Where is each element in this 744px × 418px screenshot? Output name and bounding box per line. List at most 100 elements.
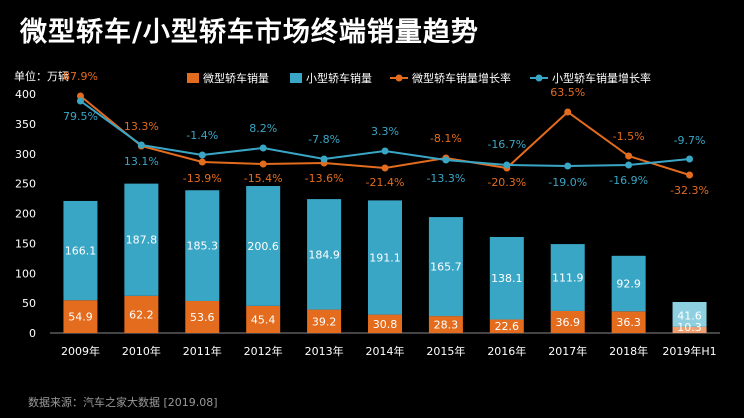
small-growth-point	[381, 147, 389, 155]
micro-growth-point	[381, 164, 389, 172]
legend-small-growth-text: 小型轿车销量增长率	[552, 71, 651, 85]
y-tick-label: 50	[22, 297, 36, 310]
bar-label-small: 138.1	[491, 272, 523, 285]
bar-label-micro: 39.2	[312, 315, 337, 328]
bar-label-micro: 45.4	[251, 313, 276, 326]
small-growth-point	[442, 156, 450, 164]
y-tick-label: 0	[29, 327, 36, 340]
data-source: 数据来源：汽车之家大数据 [2019.08]	[28, 396, 218, 409]
x-tick-label: 2011年	[183, 344, 222, 358]
x-tick-label: 2012年	[244, 344, 283, 358]
chart-title: 微型轿车/小型轿车市场终端销量趋势	[20, 17, 479, 48]
y-tick-label: 400	[15, 88, 36, 101]
bar-small-sedan	[246, 186, 281, 306]
legend-small-sales-text: 小型轿车销量	[306, 71, 372, 85]
bar-label-micro: 36.9	[555, 316, 580, 329]
bar-small-sedan	[489, 236, 524, 320]
y-tick-label: 200	[15, 208, 36, 221]
legend-small-sales-swatch	[290, 73, 302, 83]
small-growth-label: -9.7%	[674, 134, 706, 147]
small-growth-point	[625, 161, 633, 169]
small-growth-point	[503, 161, 511, 169]
bar-small-sedan	[63, 200, 98, 301]
micro-growth-label: -15.4%	[244, 172, 283, 185]
bar-label-small: 166.1	[65, 245, 97, 258]
bar-label-micro: 36.3	[616, 316, 641, 329]
bar-label-micro: 22.6	[495, 320, 520, 333]
bar-label-small: 165.7	[430, 261, 462, 274]
bar-small-sedan	[672, 301, 707, 327]
x-tick-label: 2014年	[366, 344, 405, 358]
y-tick-label: 150	[15, 237, 36, 250]
bar-label-micro: 30.8	[373, 318, 398, 331]
y-axis-unit: 单位：万辆	[14, 69, 69, 83]
small-growth-point	[564, 162, 572, 170]
bar-label-micro: 54.9	[68, 311, 93, 324]
legend-micro-sales-text: 微型轿车销量	[203, 71, 269, 85]
small-growth-label: -16.9%	[609, 174, 648, 187]
legend-small-growth-swatch-dot	[535, 74, 543, 82]
bar-label-small: 41.6	[677, 309, 702, 322]
small-growth-point	[686, 155, 694, 163]
small-growth-point	[198, 151, 206, 159]
small-growth-label: -1.4%	[186, 129, 218, 142]
micro-growth-label: -21.4%	[366, 176, 405, 189]
small-growth-label: 13.1%	[124, 155, 159, 168]
micro-growth-label: 13.3%	[124, 120, 159, 133]
bar-small-sedan	[124, 183, 159, 296]
bar-micro-sedan	[611, 311, 646, 333]
bar-micro-sedan	[368, 314, 402, 333]
bar-label-small: 191.1	[369, 252, 401, 265]
micro-growth-label: 63.5%	[550, 86, 585, 99]
bar-small-sedan	[185, 190, 220, 301]
bar-micro-sedan	[428, 316, 463, 333]
micro-growth-point	[625, 152, 633, 160]
bar-small-sedan	[550, 244, 585, 311]
small-growth-label: 8.2%	[249, 122, 277, 135]
micro-growth-label: -32.3%	[670, 184, 709, 197]
y-tick-label: 250	[15, 178, 36, 191]
bar-label-small: 111.9	[552, 272, 584, 285]
micro-growth-label: -13.9%	[183, 172, 222, 185]
bar-small-sedan	[368, 200, 402, 315]
bar-label-small: 184.9	[308, 248, 340, 261]
bar-micro-sedan	[124, 295, 159, 333]
x-tick-label: 2018年	[609, 344, 648, 358]
x-tick-label: 2009年	[61, 344, 100, 358]
micro-growth-label: -13.6%	[305, 172, 344, 185]
x-tick-label: 2010年	[122, 344, 161, 358]
y-tick-label: 300	[15, 148, 36, 161]
legend-micro-growth-swatch-dot	[395, 74, 403, 82]
small-growth-label: 3.3%	[371, 125, 399, 138]
bar-label-micro: 10.3	[677, 321, 702, 334]
bar-label-small: 92.9	[616, 278, 641, 291]
bar-label-micro: 53.6	[190, 311, 215, 324]
bar-label-small: 187.8	[126, 234, 158, 247]
bar-label-micro: 28.3	[434, 319, 459, 332]
micro-growth-point	[198, 158, 206, 166]
micro-growth-point	[259, 160, 267, 168]
small-growth-point	[320, 155, 328, 163]
y-tick-label: 100	[15, 267, 36, 280]
bar-micro-sedan	[489, 319, 524, 333]
bar-micro-sedan	[63, 300, 98, 333]
small-growth-point	[76, 97, 84, 105]
bar-small-sedan	[428, 217, 463, 317]
small-growth-point	[137, 141, 145, 149]
micro-growth-label: -8.1%	[430, 132, 462, 145]
x-tick-label: 2013年	[305, 344, 344, 358]
legend-micro-growth-text: 微型轿车销量增长率	[412, 71, 511, 85]
small-growth-point	[259, 144, 267, 152]
micro-growth-point	[686, 171, 694, 179]
micro-growth-label: -20.3%	[487, 176, 526, 189]
small-growth-label: 79.5%	[63, 110, 98, 123]
bar-micro-sedan	[185, 300, 220, 333]
y-tick-label: 350	[15, 118, 36, 131]
bar-small-sedan	[611, 255, 646, 312]
bar-micro-sedan	[672, 326, 707, 333]
micro-growth-point	[564, 108, 572, 116]
x-tick-label: 2016年	[487, 344, 526, 358]
bar-label-small: 185.3	[187, 240, 219, 253]
bar-micro-sedan	[550, 310, 585, 333]
